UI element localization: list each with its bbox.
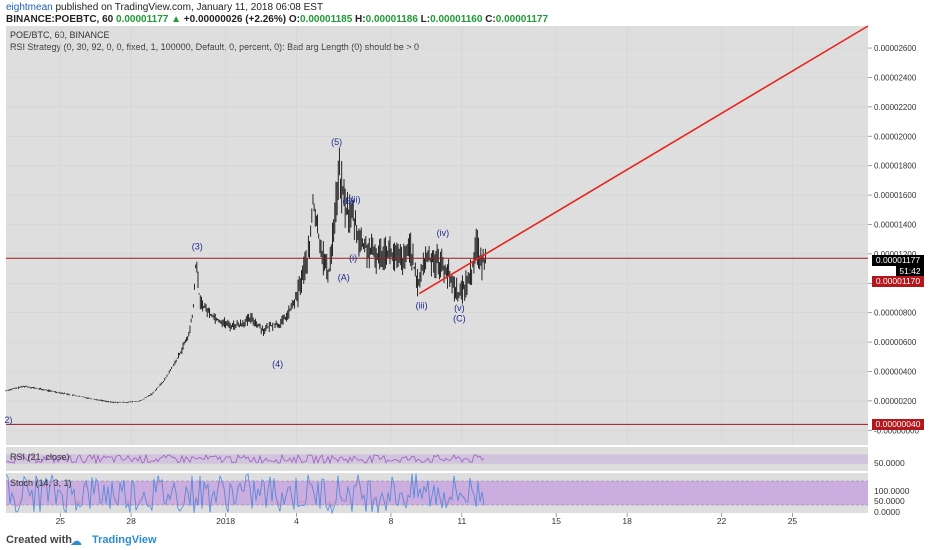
wave-label: (i) bbox=[349, 253, 357, 263]
rsi-line bbox=[5, 453, 485, 465]
y-tick-label: 0.00001200 bbox=[874, 250, 917, 259]
y-tick-label: -0.00000000 bbox=[874, 426, 919, 435]
red-trendline bbox=[418, 25, 869, 295]
y-tick-label: 0.00001600 bbox=[874, 191, 917, 200]
author-link[interactable]: eightmean bbox=[6, 2, 53, 13]
wave-label: (C) bbox=[453, 314, 466, 324]
y-tick-label: 0.00002600 bbox=[874, 44, 917, 53]
stoch-tick-100: 100.0000 bbox=[874, 486, 910, 496]
wave-label: (iii) bbox=[416, 300, 428, 310]
x-tick-label: 15 bbox=[552, 516, 562, 526]
tradingview-brand-link[interactable]: TradingView bbox=[92, 534, 157, 546]
x-tick-label: 2018 bbox=[216, 516, 235, 526]
wave-label: (B) bbox=[342, 196, 354, 206]
symbol-line: BINANCE:POEBTC, 60 0.00001177 ▲ +0.00000… bbox=[6, 14, 548, 25]
wave-label: (A) bbox=[338, 272, 350, 282]
stoch-tick-50: 50.0000 bbox=[874, 496, 905, 506]
stoch-k-line bbox=[5, 473, 485, 515]
price-change: +0.00000026 (+2.26%) bbox=[183, 14, 287, 25]
x-tick-label: 11 bbox=[457, 516, 466, 526]
high-label: H: bbox=[355, 14, 366, 25]
rsi-label: RSI (21, close) bbox=[10, 452, 70, 462]
wave-label: (4) bbox=[272, 359, 283, 369]
close-value: 0.00001177 bbox=[495, 14, 549, 25]
x-tick-label: 25 bbox=[56, 516, 66, 526]
last-price: 0.00001177 bbox=[116, 14, 169, 25]
current-price-badge: 0.00001177 bbox=[872, 255, 924, 266]
low-label: L: bbox=[420, 14, 431, 25]
open-value: 0.00001185 bbox=[299, 14, 353, 25]
stoch-tick-0: 0.0000 bbox=[874, 507, 900, 517]
indicator-lines bbox=[5, 453, 868, 515]
x-tick-label: 25 bbox=[788, 516, 798, 526]
x-tick-label: 18 bbox=[622, 516, 632, 526]
x-tick-label: 8 bbox=[389, 516, 394, 526]
chart-title: POE/BTC, 60, BINANCE bbox=[10, 30, 110, 40]
open-label: O: bbox=[288, 14, 300, 25]
wave-labels: (3) (4) (5) (B)(ii) (i) (A) (iv) (iii) (v)(C) 2) bbox=[4, 137, 465, 425]
created-with-text: Created with bbox=[6, 534, 73, 546]
low-value: 0.00001160 bbox=[430, 14, 483, 25]
wave-label: (3) bbox=[192, 241, 203, 251]
stoch-label: Stoch (14, 3, 1) bbox=[10, 478, 72, 488]
arrow-up-icon: ▲ bbox=[171, 14, 181, 25]
price-candles bbox=[5, 147, 486, 404]
upper-level-badge: 0.00001170 bbox=[872, 276, 924, 287]
y-tick-label: 0.00000200 bbox=[874, 397, 917, 406]
wave-label: (ii) bbox=[351, 194, 361, 204]
wave-label: 2) bbox=[4, 415, 12, 425]
trendline bbox=[418, 25, 869, 295]
symbol-label[interactable]: BINANCE:POEBTC, 60 bbox=[6, 14, 114, 25]
y-tick-label: 0.00000600 bbox=[874, 338, 917, 347]
wave-label: (v) bbox=[454, 303, 465, 313]
footer: Created with ☁ TradingView bbox=[0, 528, 932, 550]
lower-level-badge: 0.00000040 bbox=[872, 419, 924, 430]
y-tick-label: 0.00000400 bbox=[874, 367, 917, 376]
y-tick-label: 0.00002400 bbox=[874, 73, 917, 82]
wave-label: (iv) bbox=[437, 228, 450, 238]
x-tick-label: 22 bbox=[717, 516, 727, 526]
publish-line: eightmean published on TradingView.com, … bbox=[6, 2, 323, 13]
strategy-error: RSI Strategy (0, 30, 92, 0, 0, fixed, 1,… bbox=[10, 42, 420, 52]
x-axis: 25 28 2018 4 8 11 15 18 22 25 bbox=[56, 513, 798, 526]
y-tick-label: 0.00001400 bbox=[874, 220, 917, 229]
y-tick-label: 0.00002000 bbox=[874, 132, 917, 141]
published-text: published on TradingView.com, January 11… bbox=[55, 2, 324, 13]
x-tick-label: 4 bbox=[294, 516, 299, 526]
y-tick-label: 0.00002200 bbox=[874, 103, 917, 112]
countdown-badge: 51:42 bbox=[896, 266, 924, 276]
rsi-tick: 50.0000 bbox=[874, 458, 905, 468]
y-tick-label: 0.00000800 bbox=[874, 309, 917, 318]
close-label: C: bbox=[485, 14, 496, 25]
chart-canvas[interactable]: (3)(4)(5)(B)(ii)(i)(A)(iv)(iii) (v)(C)2) … bbox=[0, 0, 932, 528]
grid-lines bbox=[6, 26, 868, 445]
indicator-band bbox=[6, 454, 868, 464]
horizontal-levels bbox=[6, 257, 868, 425]
high-value: 0.00001186 bbox=[365, 14, 418, 25]
y-tick-label: 0.00001800 bbox=[874, 162, 917, 171]
y-axis: 0.00002600 0.00002400 0.00002200 0.00002000… bbox=[868, 44, 919, 435]
tradingview-cloud-icon: ☁ bbox=[70, 534, 82, 548]
x-tick-label: 28 bbox=[126, 516, 136, 526]
main-price-pane[interactable] bbox=[6, 26, 868, 445]
wave-label: (5) bbox=[331, 137, 342, 147]
